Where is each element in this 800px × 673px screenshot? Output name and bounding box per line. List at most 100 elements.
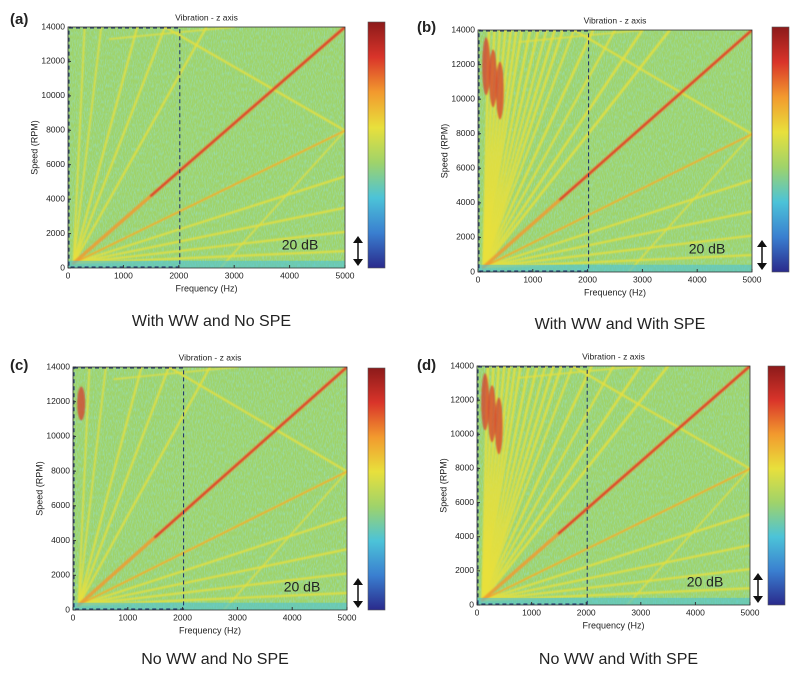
- panel-label: (c): [10, 357, 28, 374]
- order-line: [77, 470, 347, 606]
- order-line: [77, 367, 143, 607]
- hot-spot: [482, 37, 491, 96]
- order-line: [482, 30, 576, 269]
- y-tick-label: 0: [470, 266, 475, 276]
- order-line: [481, 568, 750, 602]
- region-box: [477, 366, 588, 605]
- order-line: [626, 467, 750, 605]
- panel-label: (a): [10, 11, 28, 28]
- y-tick-label: 14000: [46, 361, 70, 371]
- order-line: [77, 548, 347, 607]
- order-line: [481, 366, 539, 602]
- order-line: [482, 30, 617, 269]
- arrow-head: [753, 573, 763, 603]
- y-tick-label: 14000: [450, 360, 474, 370]
- order-line: [72, 27, 139, 265]
- order-line: [72, 175, 345, 265]
- caption: No WW and No SPE: [141, 651, 289, 668]
- order-line: [222, 470, 347, 610]
- x-tick-label: 3000: [631, 607, 650, 617]
- order-line: [481, 468, 750, 601]
- y-tick-label: 12000: [41, 56, 65, 66]
- x-tick-label: 0: [475, 607, 480, 617]
- order-line: [481, 366, 547, 602]
- panel: 0 1000 2000 3000 4000 5000 0 2000 4000 6000 8000 10…: [10, 352, 386, 668]
- order-line: [77, 367, 170, 607]
- panel: 0 1000 2000 3000 4000 5000 0 2000 4000 6000 8000 10…: [10, 11, 386, 330]
- order-line: [72, 27, 86, 265]
- y-tick-label: 8000: [51, 465, 70, 475]
- hot-spot: [77, 386, 86, 421]
- order-line: [72, 27, 208, 265]
- order-line: [481, 366, 574, 602]
- order-line: [482, 30, 644, 269]
- y-tick-label: 14000: [41, 21, 65, 31]
- y-tick-label: 10000: [41, 90, 65, 100]
- hot-spot: [489, 49, 498, 108]
- y-tick-label: 6000: [46, 159, 65, 169]
- y-tick-label: 2000: [46, 228, 65, 238]
- x-axis-label: Frequency (Hz): [175, 283, 237, 293]
- x-tick-label: 4000: [283, 612, 302, 622]
- y-tick-label: 12000: [450, 394, 474, 404]
- y-axis-label: Speed (RPM): [34, 461, 44, 516]
- y-tick-label: 0: [60, 262, 65, 272]
- y-tick-label: 2000: [51, 570, 70, 580]
- order-line: [557, 366, 750, 535]
- y-tick-label: 12000: [451, 59, 475, 69]
- order-line: [113, 367, 239, 380]
- colorbar: [771, 26, 790, 273]
- order-line: [482, 30, 524, 269]
- x-axis-label: Frequency (Hz): [582, 620, 644, 630]
- x-tick-label: 5000: [741, 607, 760, 617]
- x-tick-label: 4000: [688, 274, 707, 284]
- x-tick-label: 1000: [522, 607, 541, 617]
- hot-spot: [494, 397, 503, 455]
- order-line: [482, 178, 752, 269]
- order-line: [482, 133, 752, 268]
- y-tick-label: 8000: [46, 125, 65, 135]
- order-line: [482, 210, 752, 269]
- frame: [476, 365, 751, 606]
- panel-label: (b): [417, 19, 436, 36]
- order-line: [77, 516, 347, 607]
- order-line: [517, 366, 642, 379]
- x-tick-label: 0: [71, 612, 76, 622]
- order-line: [558, 30, 752, 201]
- caption: With WW and No SPE: [132, 313, 291, 330]
- y-tick-label: 0: [469, 599, 474, 609]
- annotation: 20 dB: [282, 237, 319, 253]
- chart-title: Vibration - z axis: [584, 15, 647, 25]
- order-line: [482, 30, 540, 269]
- chart-title: Vibration - z axis: [179, 352, 242, 362]
- annotation: 20 dB: [687, 574, 724, 590]
- order-line: [77, 572, 347, 607]
- x-tick-label: 4000: [280, 270, 299, 280]
- x-tick-label: 0: [66, 270, 71, 280]
- order-line: [108, 27, 235, 40]
- y-tick-label: 2000: [455, 565, 474, 575]
- order-line: [481, 366, 615, 602]
- chart-title: Vibration - z axis: [175, 12, 238, 22]
- hot-spot: [481, 373, 490, 431]
- annotation: 20 dB: [284, 579, 321, 595]
- x-tick-label: 0: [476, 274, 481, 284]
- floor-band: [68, 260, 345, 268]
- order-line: [482, 234, 752, 269]
- order-line: [481, 366, 593, 602]
- order-line: [481, 366, 522, 602]
- x-tick-label: 1000: [523, 274, 542, 284]
- order-line: [627, 133, 752, 272]
- order-line: [72, 230, 345, 265]
- y-tick-label: 4000: [46, 193, 65, 203]
- x-tick-label: 5000: [743, 274, 762, 284]
- annotation: 20 dB: [689, 241, 726, 257]
- x-axis-label: Frequency (Hz): [584, 287, 646, 297]
- arrow-head: [757, 240, 767, 270]
- order-line: [482, 30, 672, 269]
- y-tick-label: 10000: [451, 93, 475, 103]
- x-tick-label: 1000: [114, 270, 133, 280]
- order-line: [72, 27, 167, 265]
- x-tick-label: 5000: [338, 612, 357, 622]
- order-line: [481, 366, 643, 602]
